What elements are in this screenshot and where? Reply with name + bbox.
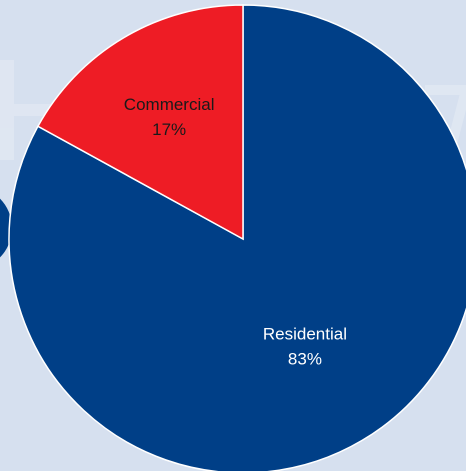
pie-labels: Residential 83% Commercial 17% bbox=[124, 95, 347, 369]
slice-label-residential: Residential bbox=[263, 325, 347, 344]
slice-percent-residential: 83% bbox=[288, 350, 322, 369]
pie-slices bbox=[8, 4, 466, 471]
slice-percent-commercial: 17% bbox=[152, 120, 186, 139]
slice-label-commercial: Commercial bbox=[124, 95, 215, 114]
pie-slice-residential bbox=[8, 4, 466, 471]
pie-slice-commercial bbox=[36, 4, 244, 241]
